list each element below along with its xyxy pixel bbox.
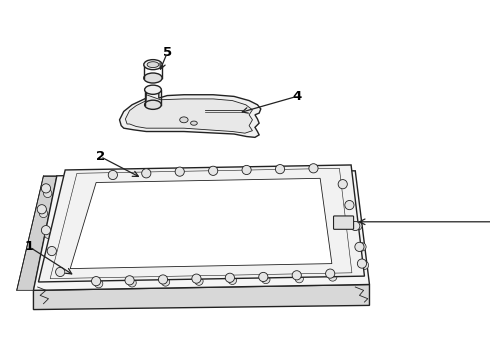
Circle shape [41,226,50,235]
Ellipse shape [144,73,162,83]
Ellipse shape [144,60,162,69]
Circle shape [192,274,201,283]
Circle shape [262,275,270,284]
Circle shape [39,209,48,217]
Circle shape [275,165,285,174]
Circle shape [125,276,134,285]
Text: 3: 3 [489,215,490,228]
Polygon shape [38,165,365,282]
Circle shape [92,276,101,286]
Circle shape [158,275,168,284]
Text: 5: 5 [163,46,172,59]
Circle shape [128,279,136,287]
Circle shape [47,247,56,256]
Text: 1: 1 [24,240,34,253]
Circle shape [340,180,348,188]
Ellipse shape [145,85,161,94]
Circle shape [295,274,303,283]
Circle shape [347,201,355,209]
Circle shape [161,278,170,286]
Circle shape [37,204,47,214]
Circle shape [209,172,218,181]
Circle shape [41,184,50,193]
Circle shape [242,165,251,175]
Circle shape [61,272,70,280]
FancyBboxPatch shape [334,216,354,229]
Text: 2: 2 [96,150,105,163]
Polygon shape [115,195,308,267]
Circle shape [108,170,118,180]
Circle shape [328,273,337,281]
Ellipse shape [147,62,159,68]
Circle shape [355,242,364,252]
Circle shape [175,173,184,182]
Polygon shape [125,95,252,133]
Circle shape [309,164,318,173]
Circle shape [309,170,318,178]
Circle shape [95,279,103,288]
Polygon shape [33,171,369,291]
Circle shape [209,166,218,175]
Circle shape [360,261,368,269]
Circle shape [325,269,335,278]
Circle shape [259,273,268,282]
Circle shape [51,251,59,260]
Polygon shape [90,186,328,276]
Circle shape [243,172,251,180]
Polygon shape [70,178,332,269]
Circle shape [354,222,362,230]
Circle shape [345,201,354,210]
Ellipse shape [191,121,197,125]
Circle shape [338,180,347,189]
Ellipse shape [145,100,161,109]
Polygon shape [17,176,57,291]
Circle shape [195,277,203,285]
Circle shape [358,243,366,251]
Circle shape [175,167,184,176]
Circle shape [142,175,150,183]
Circle shape [109,177,117,185]
Circle shape [357,259,367,268]
Polygon shape [120,86,261,138]
Text: 4: 4 [292,90,301,103]
Circle shape [276,171,284,179]
Ellipse shape [180,117,188,123]
Circle shape [44,230,52,239]
Circle shape [44,189,52,198]
Circle shape [142,169,151,178]
Circle shape [351,221,360,230]
Circle shape [292,271,301,280]
Circle shape [228,276,237,284]
Circle shape [225,273,235,282]
Polygon shape [33,284,369,310]
Circle shape [55,267,65,276]
